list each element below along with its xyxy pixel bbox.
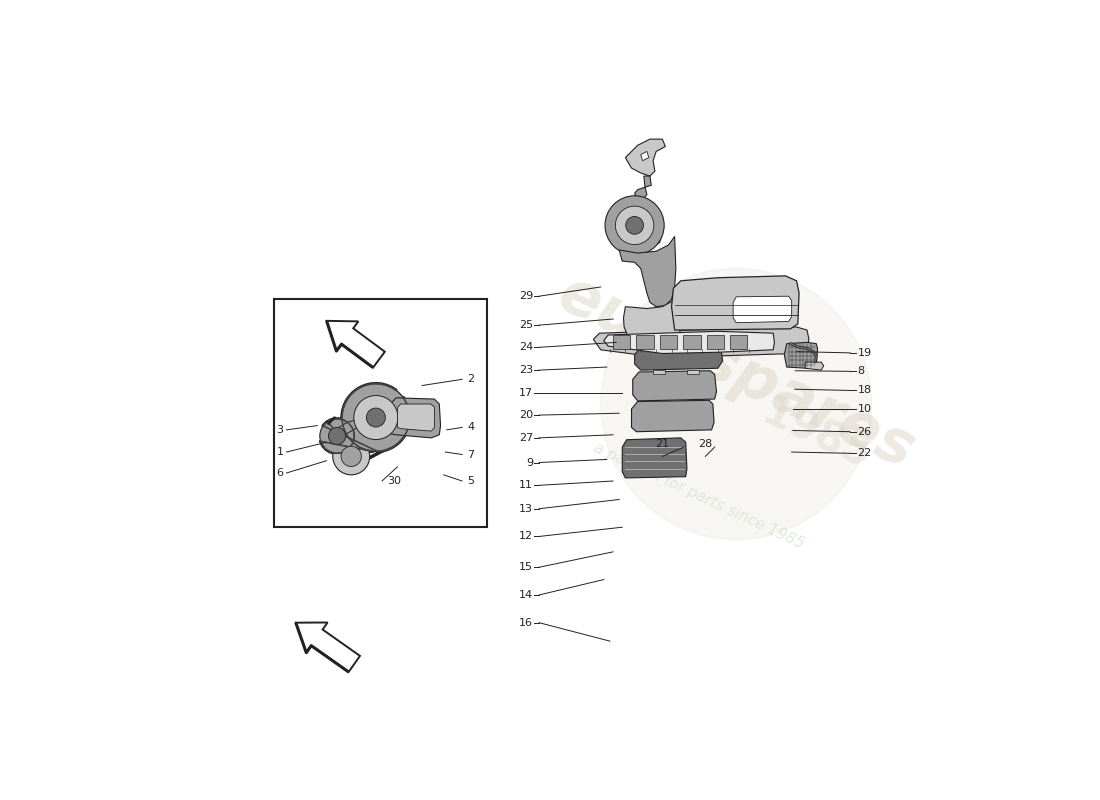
Text: 11: 11: [519, 480, 532, 490]
Polygon shape: [706, 335, 724, 349]
Text: 22: 22: [858, 448, 872, 458]
Text: 29: 29: [519, 291, 532, 301]
Polygon shape: [623, 438, 686, 478]
Text: 3: 3: [276, 425, 284, 435]
Polygon shape: [686, 370, 700, 374]
Text: 25: 25: [519, 320, 532, 330]
Text: 30: 30: [387, 476, 402, 486]
Text: eurospares: eurospares: [549, 265, 924, 482]
Circle shape: [615, 206, 653, 245]
Polygon shape: [397, 404, 434, 431]
Polygon shape: [644, 176, 651, 187]
Text: 19: 19: [858, 348, 871, 358]
Text: 16: 16: [519, 618, 532, 628]
Text: 2: 2: [468, 374, 474, 384]
Text: 28: 28: [698, 439, 713, 449]
Polygon shape: [619, 237, 675, 306]
Circle shape: [329, 427, 345, 445]
Polygon shape: [653, 370, 666, 374]
Circle shape: [354, 395, 398, 439]
Text: 6: 6: [276, 468, 284, 478]
Polygon shape: [296, 622, 360, 672]
Text: 23: 23: [519, 365, 532, 375]
Text: 4: 4: [468, 422, 474, 433]
Polygon shape: [635, 187, 647, 199]
Circle shape: [341, 446, 362, 466]
Text: 15: 15: [519, 562, 532, 572]
Polygon shape: [604, 331, 774, 354]
Text: 7: 7: [468, 450, 474, 459]
Polygon shape: [733, 296, 792, 322]
Circle shape: [366, 408, 385, 427]
Circle shape: [605, 196, 664, 255]
Text: 24: 24: [519, 342, 532, 352]
Polygon shape: [327, 321, 385, 367]
Polygon shape: [784, 342, 817, 368]
Text: 8: 8: [858, 366, 865, 376]
Polygon shape: [632, 370, 716, 401]
Text: 9: 9: [526, 458, 532, 467]
Polygon shape: [805, 362, 824, 370]
Text: a passion for parts since 1985: a passion for parts since 1985: [592, 441, 807, 552]
Bar: [274, 299, 486, 527]
Polygon shape: [593, 327, 808, 358]
Polygon shape: [730, 335, 747, 349]
Polygon shape: [631, 400, 714, 432]
Circle shape: [626, 217, 644, 234]
Text: 18: 18: [858, 386, 871, 395]
Polygon shape: [624, 301, 681, 352]
Polygon shape: [625, 139, 666, 176]
Text: 27: 27: [519, 433, 532, 443]
Circle shape: [320, 418, 354, 454]
Polygon shape: [637, 335, 653, 349]
Text: 17: 17: [519, 388, 532, 398]
Text: 26: 26: [858, 426, 871, 437]
Polygon shape: [388, 398, 440, 438]
Polygon shape: [671, 276, 799, 330]
Polygon shape: [660, 335, 678, 349]
Polygon shape: [609, 212, 662, 250]
Text: 13: 13: [519, 504, 532, 514]
Text: 20: 20: [519, 410, 532, 420]
Circle shape: [601, 269, 871, 539]
Polygon shape: [683, 335, 701, 349]
Polygon shape: [635, 346, 723, 370]
Polygon shape: [640, 151, 649, 161]
Text: 10: 10: [858, 404, 871, 414]
Circle shape: [332, 438, 370, 475]
Text: 21: 21: [656, 439, 670, 449]
Text: 1985: 1985: [755, 391, 878, 478]
Text: 12: 12: [519, 531, 532, 542]
Text: 5: 5: [468, 476, 474, 486]
Text: 14: 14: [519, 590, 532, 600]
Text: 1: 1: [276, 447, 284, 457]
Polygon shape: [337, 420, 360, 436]
Circle shape: [342, 384, 409, 451]
Polygon shape: [613, 335, 630, 349]
